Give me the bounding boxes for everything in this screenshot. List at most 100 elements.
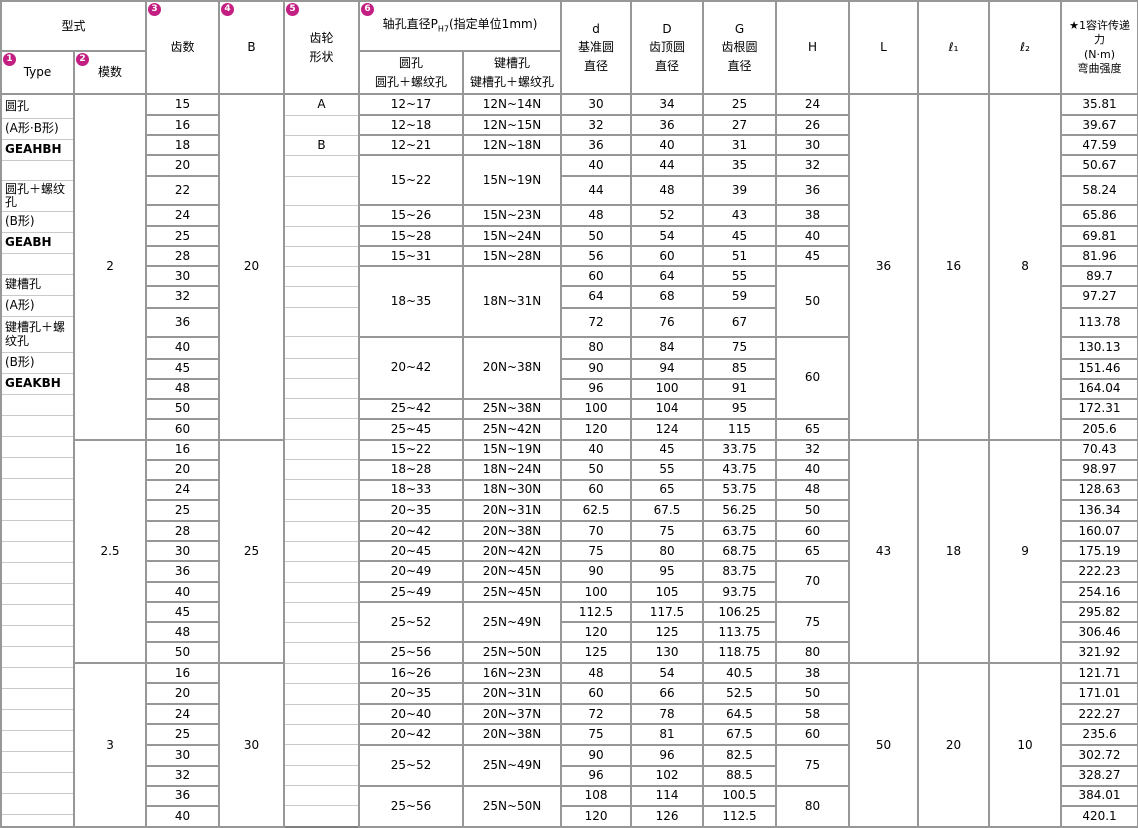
key-hole-cell: 25N~50N bbox=[462, 641, 563, 665]
col-header-strength: ★1容许传递 力 (N·m) 弯曲强度 bbox=[1060, 0, 1138, 95]
shape-cell bbox=[283, 398, 361, 420]
d-cell: 100 bbox=[560, 581, 633, 604]
strength-cell: 69.81 bbox=[1060, 225, 1138, 248]
dd-cell: 126 bbox=[630, 804, 705, 828]
dd-header-line3: 直径 bbox=[655, 58, 680, 73]
strength-cell: 113.78 bbox=[1060, 306, 1138, 338]
table-row: 28 15~31 15N~28N 56 60 51 45 81.96 bbox=[1, 245, 1138, 268]
col-header-b: 4 B bbox=[218, 0, 286, 95]
dd-cell: 104 bbox=[630, 397, 705, 420]
d-header-line2: 基准圆 bbox=[578, 40, 615, 55]
dd-cell: 40 bbox=[630, 134, 705, 157]
type-item bbox=[3, 254, 72, 275]
shape-cell: B bbox=[283, 134, 361, 156]
round-hole-cell: 25~56 bbox=[358, 641, 465, 665]
strength-cell: 302.72 bbox=[1060, 743, 1138, 767]
shape-cell bbox=[283, 765, 361, 787]
teeth-cell: 16 bbox=[145, 438, 221, 461]
d-cell: 56 bbox=[560, 245, 633, 268]
strength-cell: 81.96 bbox=[1060, 245, 1138, 268]
h-cell: 36 bbox=[775, 175, 851, 207]
table-row: 24 20~40 20N~37N 72 78 64.5 58 222.27 bbox=[1, 703, 1138, 726]
shape-cell: A bbox=[283, 93, 361, 116]
table-row: 25 20~35 20N~31N 62.5 67.5 56.25 50 136.34 bbox=[1, 498, 1138, 523]
strength-cell: 175.19 bbox=[1060, 540, 1138, 563]
g-cell: 75 bbox=[702, 335, 778, 360]
l1-cell: 20 bbox=[917, 662, 991, 828]
table-row: 30 25~52 25N~49N 90 96 82.5 75 302.72 bbox=[1, 743, 1138, 787]
dd-cell: 80 bbox=[630, 540, 705, 563]
strength-header-line3: (N·m) bbox=[1084, 47, 1116, 61]
bore-header-suffix: (指定单位1mm) bbox=[449, 17, 538, 32]
table-row: 16 12~18 12N~15N 32 36 27 26 39.67 bbox=[1, 114, 1138, 137]
table-row: 50 25~56 25N~50N 125 130 118.75 80 321.92 bbox=[1, 641, 1138, 665]
dd-cell: 64 bbox=[630, 265, 705, 288]
module-cell: 2 bbox=[72, 93, 148, 441]
round-hole-cell: 20~40 bbox=[358, 703, 465, 726]
round-hole-cell: 25~52 bbox=[358, 743, 465, 787]
dd-cell: 52 bbox=[630, 204, 705, 228]
g-cell: 59 bbox=[702, 285, 778, 309]
d-cell: 48 bbox=[560, 662, 633, 685]
teeth-cell: 24 bbox=[145, 478, 221, 501]
teeth-cell: 36 bbox=[145, 306, 221, 338]
table-row: 18 B 12~21 12N~18N 36 40 31 30 47.59 bbox=[1, 134, 1138, 157]
table-body: 圆孔 (A形·B形) GEAHBH 圆孔＋螺纹孔 (B形) GEABH 键槽孔 (A形) 键槽孔… bbox=[0, 92, 1138, 828]
strength-cell: 420.1 bbox=[1060, 804, 1138, 828]
h-cell: 38 bbox=[775, 662, 851, 685]
strength-cell: 136.34 bbox=[1060, 498, 1138, 523]
h-cell: 80 bbox=[775, 641, 851, 665]
g-cell: 112.5 bbox=[702, 804, 778, 828]
teeth-cell: 32 bbox=[145, 285, 221, 309]
shape-cell bbox=[283, 418, 361, 441]
teeth-cell: 18 bbox=[145, 134, 221, 157]
badge-3: 3 bbox=[148, 3, 162, 16]
h-cell: 40 bbox=[775, 225, 851, 248]
g-cell: 68.75 bbox=[702, 540, 778, 563]
teeth-cell: 16 bbox=[145, 662, 221, 685]
h-cell: 32 bbox=[775, 438, 851, 461]
round-hole-cell: 25~49 bbox=[358, 581, 465, 604]
col-header-g: G 齿根圆 直径 bbox=[702, 0, 778, 95]
type-item-empty bbox=[3, 710, 72, 731]
dd-cell: 48 bbox=[630, 175, 705, 207]
l2-header-label: ℓ₂ bbox=[1020, 40, 1030, 54]
d-cell: 100 bbox=[560, 397, 633, 420]
h-cell: 30 bbox=[775, 134, 851, 157]
table-row: 20 20~35 20N~31N 60 66 52.5 50 171.01 bbox=[1, 682, 1138, 706]
type-item-empty bbox=[3, 500, 72, 521]
l1-cell: 16 bbox=[917, 93, 991, 441]
shape-cell bbox=[283, 520, 361, 542]
dd-cell: 45 bbox=[630, 438, 705, 461]
teeth-cell: 48 bbox=[145, 621, 221, 644]
shape-cell bbox=[283, 479, 361, 501]
g-cell: 67 bbox=[702, 306, 778, 338]
b-width-cell: 20 bbox=[218, 93, 286, 441]
dd-cell: 66 bbox=[630, 682, 705, 706]
type-item-empty bbox=[3, 605, 72, 626]
round-hole-cell: 25~52 bbox=[358, 601, 465, 644]
dd-cell: 36 bbox=[630, 114, 705, 137]
d-cell: 90 bbox=[560, 560, 633, 584]
key-hole-line2: 键槽孔＋螺纹孔 bbox=[470, 74, 555, 89]
teeth-header-label: 齿数 bbox=[170, 40, 195, 54]
strength-cell: 121.71 bbox=[1060, 662, 1138, 685]
teeth-cell: 20 bbox=[145, 154, 221, 178]
type-item-empty bbox=[3, 458, 72, 479]
d-cell: 112.5 bbox=[560, 601, 633, 624]
d-cell: 90 bbox=[560, 743, 633, 767]
strength-cell: 384.01 bbox=[1060, 784, 1138, 807]
strength-header-line2: 力 bbox=[1094, 33, 1106, 47]
type-item bbox=[3, 161, 72, 181]
h-cell: 80 bbox=[775, 784, 851, 828]
teeth-cell: 15 bbox=[145, 92, 221, 117]
strength-cell: 222.27 bbox=[1060, 703, 1138, 726]
h-cell: 60 bbox=[775, 723, 851, 746]
strength-cell: 65.86 bbox=[1060, 204, 1138, 228]
g-cell: 43 bbox=[702, 204, 778, 228]
teeth-cell: 45 bbox=[145, 357, 221, 380]
type-group-label: 型式 bbox=[61, 18, 86, 33]
h-cell: 50 bbox=[775, 498, 851, 523]
h-cell: 38 bbox=[775, 204, 851, 228]
type-item-empty bbox=[3, 563, 72, 584]
